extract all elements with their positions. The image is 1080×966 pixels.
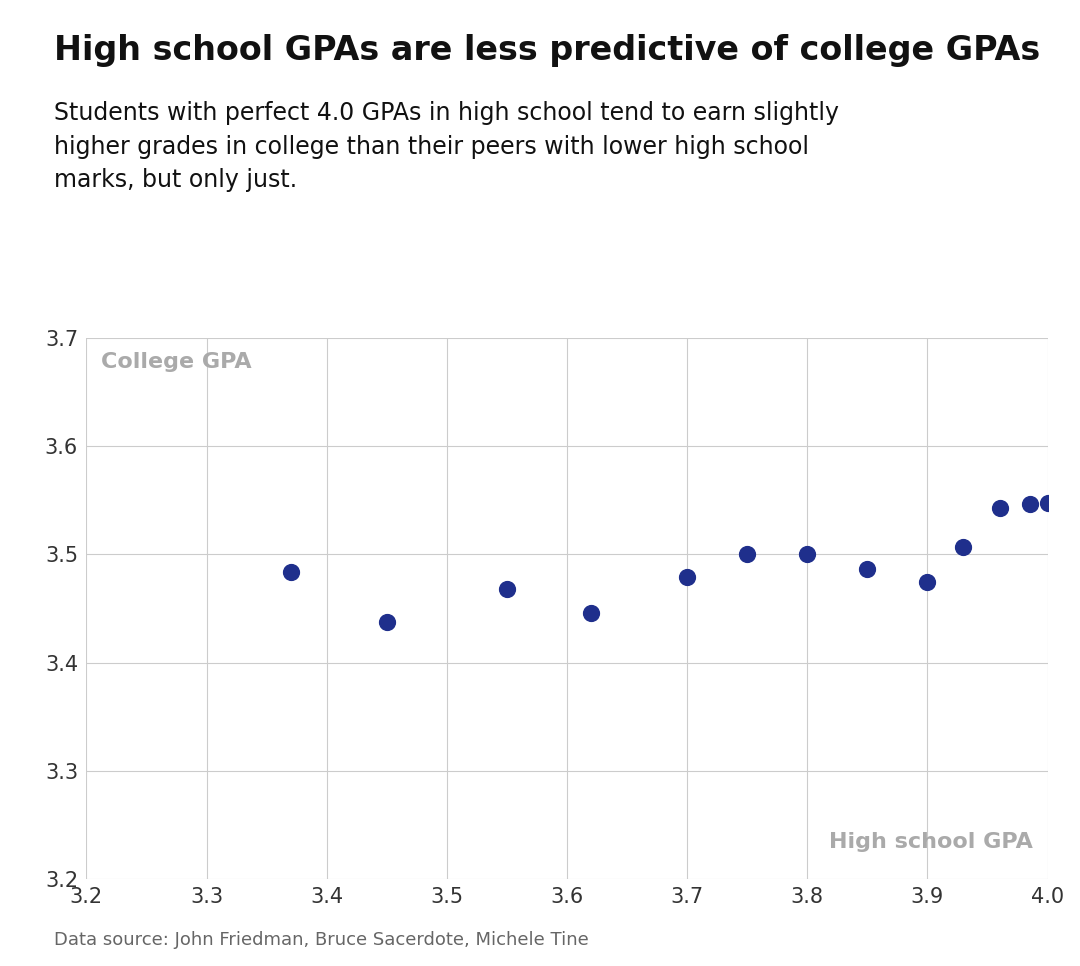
- Text: College GPA: College GPA: [100, 352, 252, 372]
- Point: [1039, 495, 1056, 510]
- Point: [378, 613, 395, 629]
- Point: [799, 547, 816, 562]
- Point: [859, 561, 876, 577]
- Point: [678, 570, 696, 585]
- Text: High school GPA: High school GPA: [829, 832, 1034, 852]
- Point: [991, 500, 1009, 516]
- Point: [739, 547, 756, 562]
- Point: [1021, 496, 1038, 511]
- Text: Students with perfect 4.0 GPAs in high school tend to earn slightly
higher grade: Students with perfect 4.0 GPAs in high s…: [54, 101, 839, 192]
- Point: [955, 539, 972, 554]
- Text: High school GPAs are less predictive of college GPAs: High school GPAs are less predictive of …: [54, 34, 1040, 67]
- Point: [582, 605, 599, 620]
- Point: [498, 582, 515, 597]
- Text: Data source: John Friedman, Bruce Sacerdote, Michele Tine: Data source: John Friedman, Bruce Sacerd…: [54, 930, 589, 949]
- Point: [919, 574, 936, 589]
- Point: [282, 564, 299, 580]
